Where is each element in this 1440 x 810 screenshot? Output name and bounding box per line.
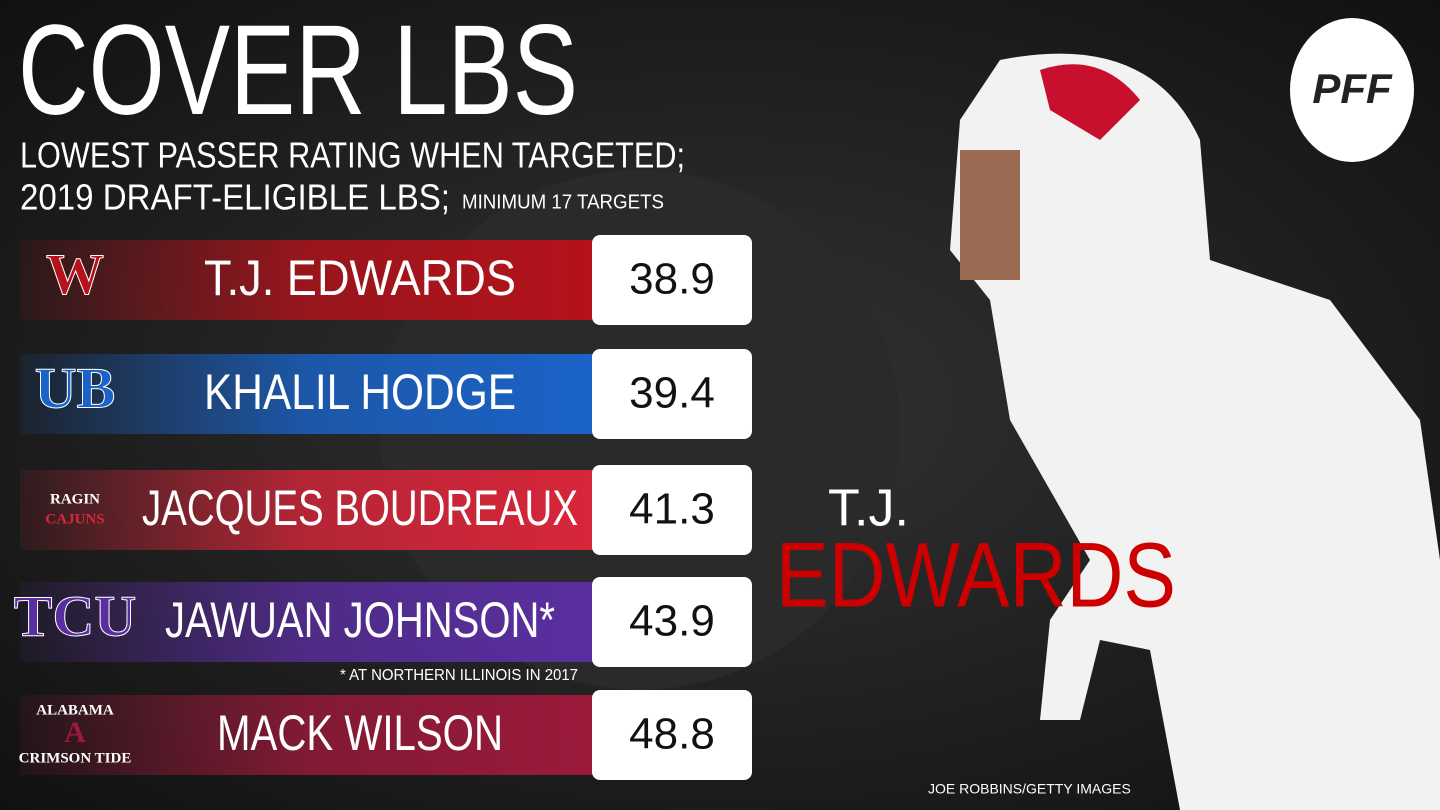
value-box	[592, 349, 752, 439]
player-name: KHALIL HODGE	[204, 364, 516, 420]
school-logo: CRIMSON TIDE	[19, 750, 132, 766]
title: COVER LBS	[18, 0, 578, 142]
school-logo: RAGIN	[50, 491, 100, 507]
row-bar	[20, 240, 595, 320]
logo-badge	[1290, 18, 1414, 162]
value: 39.4	[629, 369, 715, 418]
value: 48.8	[629, 710, 715, 759]
subtitle: LOWEST PASSER RATING WHEN TARGETED;	[20, 135, 685, 176]
row-bar	[20, 354, 595, 434]
featured-first: T.J.	[828, 480, 909, 538]
row-bar	[20, 470, 595, 550]
value: 41.3	[629, 485, 715, 534]
value: 38.9	[629, 255, 715, 304]
school-logo: A	[64, 716, 86, 749]
value-box	[592, 235, 752, 325]
value-box	[592, 465, 752, 555]
player-name: T.J. EDWARDS	[204, 250, 516, 306]
value-box	[592, 577, 752, 667]
subtitle: 2019 DRAFT-ELIGIBLE LBS;	[20, 177, 450, 218]
featured-last: EDWARDS	[776, 524, 1176, 626]
school-logo: UB	[35, 355, 116, 420]
player-name: JACQUES BOUDREAUX	[142, 480, 578, 536]
school-logo: ALABAMA	[36, 702, 114, 718]
row-bar	[20, 582, 595, 662]
player-photo	[950, 53, 1440, 810]
footnote: * AT NORTHERN ILLINOIS IN 2017	[340, 667, 578, 684]
school-logo: W	[46, 241, 104, 306]
player-name: MACK WILSON	[217, 705, 503, 761]
brand-logo: PFF	[1312, 65, 1393, 112]
value: 43.9	[629, 597, 715, 646]
player-name: JAWUAN JOHNSON*	[165, 592, 555, 648]
row-bar	[20, 695, 595, 775]
subtitle-note: MINIMUM 17 TARGETS	[462, 191, 664, 213]
photo-credit: JOE ROBBINS/GETTY IMAGES	[928, 781, 1131, 797]
school-logo: CAJUNS	[45, 511, 104, 527]
value-box	[592, 690, 752, 780]
school-logo: TCU	[14, 583, 136, 648]
